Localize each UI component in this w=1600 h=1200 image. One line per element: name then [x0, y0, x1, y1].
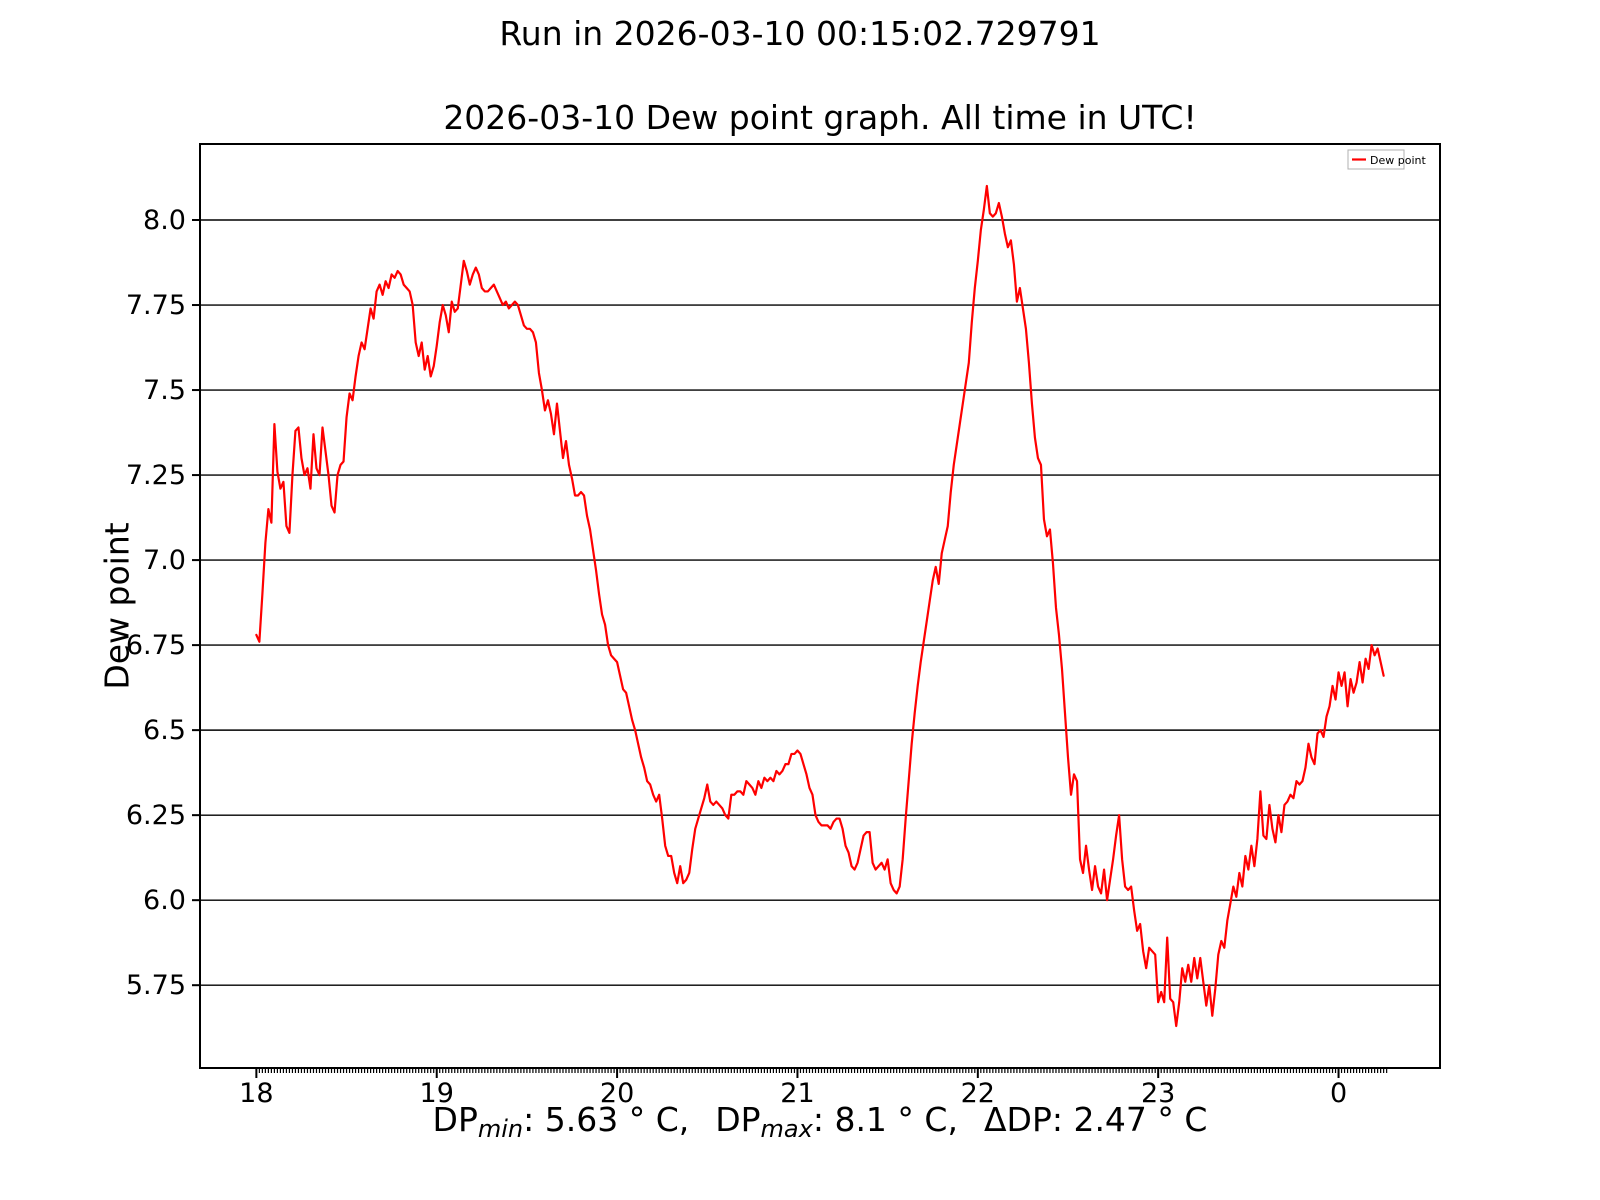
- y-tick-label: 6.0: [143, 885, 186, 916]
- x-tick-label: 22: [961, 1078, 995, 1109]
- y-axis-ticks: 8.0 7.75 7.5 7.25 7.0 6.75 6.5 6.25 6.0 5.75: [126, 205, 200, 1001]
- dp-min-prefix: DP: [432, 1100, 478, 1139]
- x-tick-label: 23: [1141, 1078, 1175, 1109]
- dp-max-prefix: DP: [715, 1100, 761, 1139]
- y-tick-label: 7.25: [126, 460, 186, 491]
- figure-suptitle: Run in 2026-03-10 00:15:02.729791: [499, 14, 1101, 53]
- axes-border: [199, 143, 1441, 1069]
- x-tick-label: 19: [420, 1078, 454, 1109]
- gridlines: [200, 219, 1440, 986]
- dew-point-series-line: [255, 184, 1385, 1028]
- y-tick-label: 6.75: [126, 630, 186, 661]
- y-tick-label: 7.75: [126, 290, 186, 321]
- chart-title: 2026-03-10 Dew point graph. All time in …: [443, 98, 1197, 137]
- x-tick-label: 0: [1330, 1078, 1347, 1109]
- legend-box: [1347, 149, 1405, 170]
- legend-label: Dew point: [1370, 154, 1426, 167]
- y-tick-label: 7.0: [143, 545, 186, 576]
- dp-max-subscript: max: [760, 1115, 813, 1143]
- dp-min-subscript: min: [477, 1115, 524, 1143]
- y-tick-label: 8.0: [143, 205, 186, 236]
- dp-max-value: : 8.1 ° C,: [812, 1100, 958, 1139]
- x-tick-label: 18: [239, 1078, 273, 1109]
- dp-min-value: : 5.63 ° C,: [523, 1100, 690, 1139]
- x-tick-label: 21: [780, 1078, 814, 1109]
- x-axis-ticks: 18 19 20 21 22 23 0: [239, 1068, 1347, 1109]
- y-tick-label: 6.5: [143, 715, 186, 746]
- dp-delta-value: ΔDP: 2.47 ° C: [983, 1100, 1208, 1139]
- y-tick-label: 7.5: [143, 375, 186, 406]
- x-tick-label: 20: [600, 1078, 634, 1109]
- y-tick-label: 5.75: [126, 970, 186, 1001]
- legend: Dew point: [1347, 149, 1426, 170]
- y-tick-label: 6.25: [126, 800, 186, 831]
- x-axis-label: DPmin: 5.63 ° C, DPmax: 8.1 ° C, ΔDP: 2.47…: [200, 1100, 1440, 1143]
